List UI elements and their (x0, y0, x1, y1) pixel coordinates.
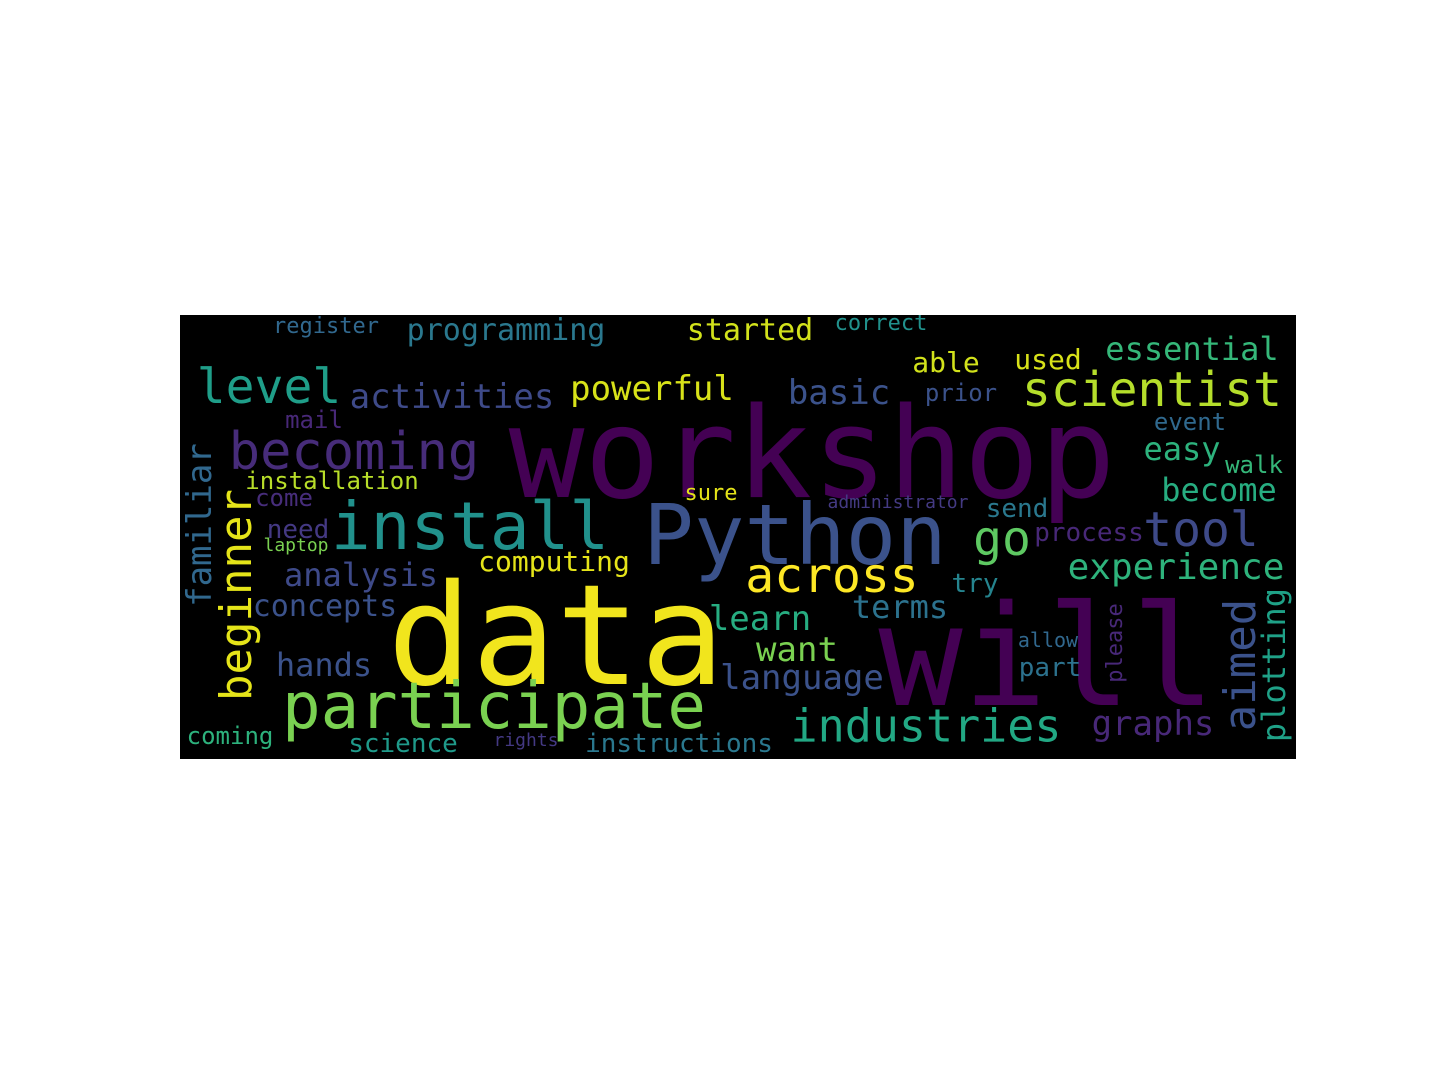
word-go: go (973, 511, 1031, 567)
word-send: send (985, 494, 1049, 524)
word-used: used (1014, 343, 1082, 376)
word-event: event (1153, 408, 1227, 436)
word-hands: hands (275, 646, 373, 684)
word-allow: allow (1017, 628, 1079, 652)
word-science: science (348, 729, 458, 759)
word-basic: basic (787, 373, 891, 413)
word-process: process (1034, 518, 1144, 548)
word-sure: sure (684, 481, 738, 506)
word-need: need (266, 515, 330, 545)
word-plotting: plotting (1255, 587, 1293, 743)
word-powerful: powerful (570, 369, 734, 409)
word-register: register (273, 315, 379, 339)
word-level: level (196, 359, 342, 415)
word-programming: programming (406, 315, 606, 348)
word-concepts: concepts (252, 589, 398, 624)
word-experience: experience (1067, 547, 1285, 588)
word-walk: walk (1225, 451, 1283, 479)
word-learn: learn (708, 599, 812, 639)
word-becoming: becoming (228, 422, 480, 482)
word-become: become (1161, 471, 1277, 509)
word-graphs: graphs (1091, 704, 1215, 744)
word-industries: industries (790, 699, 1062, 753)
word-terms: terms (851, 588, 949, 626)
word-familiar: familiar (180, 443, 220, 607)
word-analysis: analysis (283, 556, 439, 594)
word-rights: rights (493, 730, 559, 751)
word-cloud: workshop data will Python install partic… (180, 315, 1296, 759)
word-computing: computing (478, 545, 630, 578)
word-try: try (951, 569, 999, 599)
word-activities: activities (349, 377, 555, 417)
word-started: started (686, 315, 814, 348)
word-participate: participate (282, 670, 706, 744)
word-across: across (745, 548, 919, 604)
word-correct: correct (834, 315, 928, 336)
word-able: able (912, 346, 980, 379)
word-easy: easy (1143, 430, 1221, 468)
word-installation: installation (245, 467, 419, 495)
word-administrator: administrator (827, 492, 969, 513)
word-part: part (1018, 653, 1082, 683)
word-come: come (255, 484, 313, 512)
word-install: install (330, 488, 610, 565)
word-scientist: scientist (1021, 362, 1283, 418)
word-mail: mail (285, 406, 343, 434)
word-laptop: laptop (263, 535, 329, 556)
word-language: language (720, 658, 884, 698)
word-workshop: workshop (508, 380, 1116, 527)
word-will: will (878, 576, 1216, 739)
word-tool: tool (1143, 502, 1259, 558)
word-please: please (1103, 603, 1128, 683)
word-instructions: instructions (585, 729, 773, 759)
word-essential: essential (1105, 330, 1279, 368)
word-prior: prior (924, 379, 998, 407)
word-coming: coming (186, 722, 274, 750)
word-data: data (387, 555, 725, 718)
word-python: Python (643, 486, 947, 584)
word-want: want (756, 630, 838, 670)
